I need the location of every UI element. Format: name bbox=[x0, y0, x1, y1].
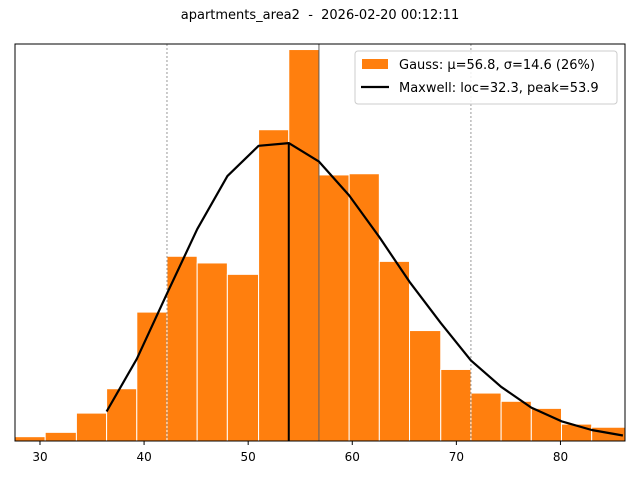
x-tick-label: 80 bbox=[553, 450, 568, 464]
x-tick-label: 40 bbox=[136, 450, 151, 464]
guide-lines-layer bbox=[166, 44, 472, 441]
maxwell-curve-line bbox=[105, 142, 624, 437]
histogram-bar bbox=[258, 129, 290, 442]
histogram-bar bbox=[470, 392, 502, 442]
legend: Gauss: μ=56.8, σ=14.6 (26%) Maxwell: loc… bbox=[354, 50, 618, 105]
histogram-bar bbox=[288, 49, 320, 442]
x-tick-label: 30 bbox=[32, 450, 47, 464]
axes-frame bbox=[14, 43, 626, 442]
x-ticks-layer: 30 40 50 60 70 80 bbox=[32, 441, 568, 464]
histogram-bar bbox=[14, 436, 46, 442]
histogram-bar bbox=[44, 431, 77, 442]
histogram-bar bbox=[318, 174, 350, 442]
histogram-bar bbox=[440, 368, 472, 442]
histogram-bar bbox=[136, 311, 168, 442]
histogram-bar bbox=[166, 255, 198, 442]
histogram-bar bbox=[500, 400, 532, 442]
legend-swatch-histogram bbox=[362, 59, 388, 69]
legend-label-histogram: Gauss: μ=56.8, σ=14.6 (26%) bbox=[399, 58, 595, 73]
histogram-bar bbox=[75, 412, 108, 442]
x-tick-label: 50 bbox=[241, 450, 256, 464]
histogram-bar bbox=[409, 330, 442, 442]
histogram-bar bbox=[106, 388, 138, 442]
x-tick-label: 60 bbox=[345, 450, 360, 464]
legend-label-curve: Maxwell: loc=32.3, peak=53.9 bbox=[399, 81, 599, 96]
histogram-bar bbox=[378, 260, 411, 442]
chart-title: apartments_area2 - 2026-02-20 00:12:11 bbox=[180, 8, 460, 23]
histogram-bar bbox=[226, 273, 260, 442]
histogram-bar bbox=[348, 173, 380, 442]
bars-layer bbox=[14, 49, 626, 442]
legend-box bbox=[354, 50, 618, 105]
histogram-bar bbox=[196, 262, 228, 442]
x-tick-label: 70 bbox=[449, 450, 464, 464]
curve-layer bbox=[105, 142, 624, 441]
